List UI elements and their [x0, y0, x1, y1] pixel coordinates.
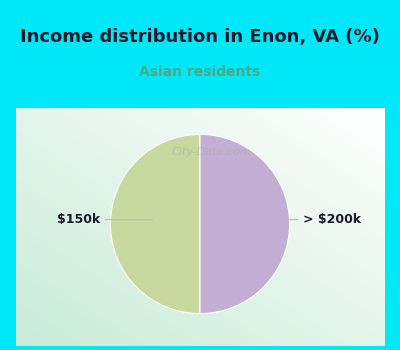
- Text: > $200k: > $200k: [248, 213, 361, 226]
- Text: Asian residents: Asian residents: [139, 65, 261, 79]
- Text: $150k: $150k: [57, 213, 152, 226]
- Wedge shape: [200, 134, 290, 314]
- Text: Income distribution in Enon, VA (%): Income distribution in Enon, VA (%): [20, 28, 380, 46]
- Text: City-Data.com: City-Data.com: [172, 147, 251, 157]
- Wedge shape: [110, 134, 200, 314]
